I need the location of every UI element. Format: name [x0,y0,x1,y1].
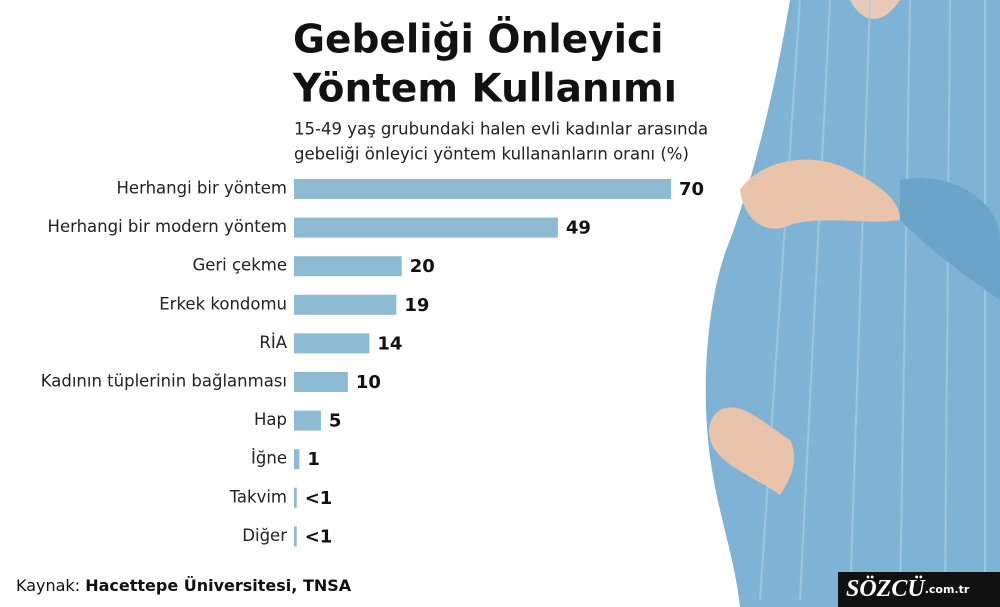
chart-title: Gebeliği Önleyici [293,16,663,63]
value-label: 5 [329,411,342,432]
chart-title: Yöntem Kullanımı [292,67,677,112]
category-label: Erkek kondomu [159,294,287,313]
value-label: 19 [404,295,429,316]
category-label: RİA [259,333,287,352]
bar [294,256,402,277]
value-label: <1 [305,526,333,547]
logo: SÖZCÜ.com.tr [846,576,970,602]
bar [294,179,671,199]
bar [294,449,300,470]
category-label: Hap [254,410,287,429]
category-label: Geri çekme [192,256,287,275]
logo-suffix: .com.tr [925,583,970,596]
source-name: Hacettepe Üniversitesi, TNSA [85,576,352,595]
subtitle: gebeliği önleyici yöntem kullananların o… [294,145,689,164]
bar [294,372,348,392]
category-label: Herhangi bir modern yöntem [48,217,287,236]
bar [294,333,370,354]
subtitle: 15-49 yaş grubundaki halen evli kadınlar… [294,120,708,139]
bar [294,217,558,238]
bar [294,487,297,508]
source: Kaynak: Hacettepe Üniversitesi, TNSA [16,576,352,595]
source-label: Kaynak: [16,576,80,595]
value-label: <1 [305,488,333,509]
value-label: 14 [377,333,402,354]
value-label: 49 [566,218,591,239]
value-label: 20 [410,256,435,277]
bar [294,410,321,431]
category-label: İğne [251,449,287,468]
bar [294,294,397,315]
value-label: 10 [356,372,381,393]
logo-box [838,572,1000,607]
value-label: 1 [307,449,320,470]
category-label: Takvim [229,487,287,506]
category-label: Herhangi bir yöntem [117,179,287,198]
logo-text: SÖZCÜ [846,576,926,602]
category-label: Kadının tüplerinin bağlanması [41,372,287,391]
value-label: 70 [679,179,704,200]
bar [294,526,297,547]
category-label: Diğer [242,526,287,545]
photo [705,0,1000,607]
